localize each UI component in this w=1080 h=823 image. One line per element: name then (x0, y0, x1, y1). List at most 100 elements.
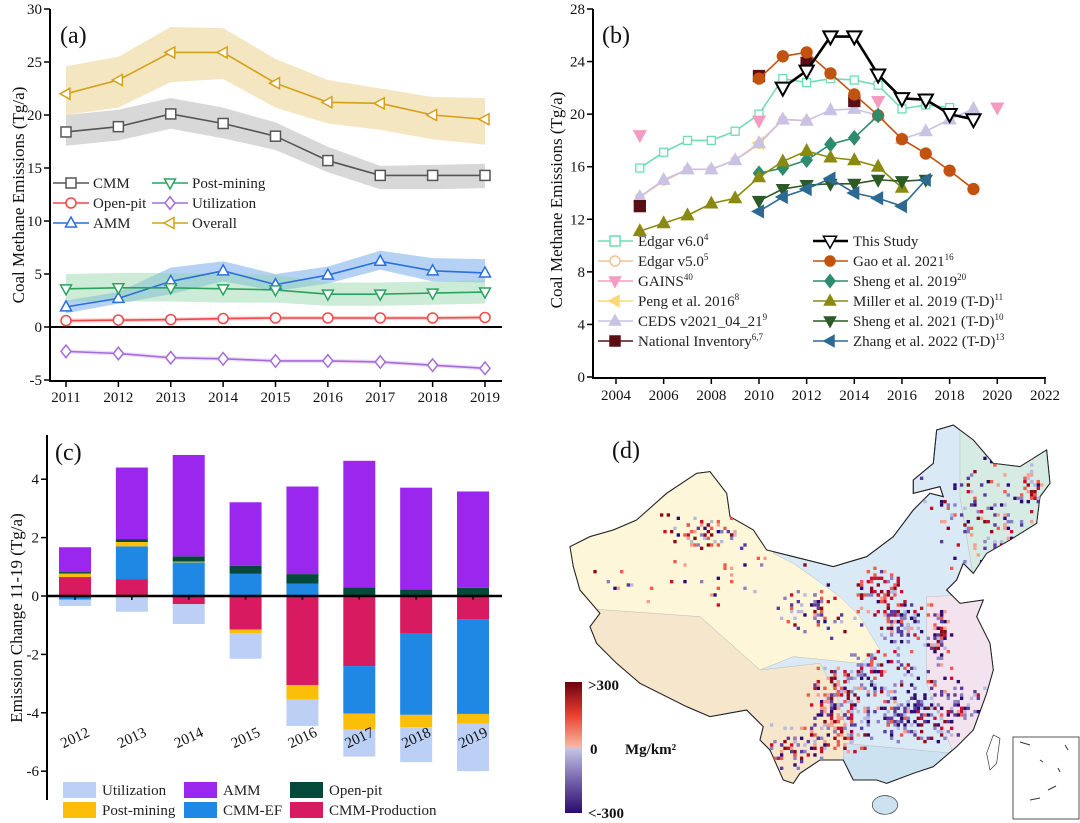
data-point (871, 107, 885, 124)
legend-label: Edgar v6.04 (638, 232, 709, 250)
grid-cell (879, 689, 884, 694)
data-point-open-pit (322, 312, 334, 324)
grid-cell (696, 526, 700, 530)
grid-cell (879, 569, 884, 574)
grid-cell (859, 586, 864, 590)
grid-cell (1003, 523, 1007, 527)
grid-cell (886, 699, 890, 704)
data-point (847, 100, 862, 114)
data-point (967, 182, 980, 196)
grid-cell (893, 683, 897, 687)
grid-cell (886, 589, 890, 594)
grid-cell (1003, 473, 1007, 477)
grid-cell (936, 643, 940, 647)
grid-cell (729, 566, 734, 570)
y-axis-label: Emission Change 11-19 (Tg/a) (7, 513, 26, 722)
grid-cell (906, 509, 910, 514)
grid-cell (886, 613, 890, 617)
grid-cell (833, 746, 837, 750)
grid-cell (869, 593, 874, 597)
grid-cell (889, 586, 894, 590)
grid-cell (836, 713, 840, 717)
grid-cell (889, 576, 894, 580)
data-point (775, 153, 790, 167)
grid-cell (893, 713, 897, 717)
grid-cell (906, 689, 910, 694)
grid-cell (803, 726, 807, 730)
data-point (849, 75, 859, 85)
data-point-open-pit (479, 311, 491, 324)
grid-cell (926, 613, 930, 617)
data-point-overall (372, 96, 385, 111)
data-point (870, 174, 886, 188)
y-tick-label: 0 (32, 589, 40, 605)
grid-cell (1023, 479, 1027, 484)
legend-label: AMM (223, 783, 261, 799)
grid-cell (973, 469, 977, 474)
grid-cell (1036, 479, 1040, 484)
grid-cell (936, 656, 940, 660)
grid-cell (953, 686, 957, 690)
grid-cell (666, 513, 670, 517)
uncertainty-band-cmm (66, 98, 485, 190)
grid-cell (863, 706, 867, 710)
y-tick-label: 5 (35, 267, 43, 283)
data-point-overall (267, 76, 281, 90)
data-point-post-mining (111, 283, 126, 296)
grid-cell (1043, 523, 1047, 527)
grid-cell (799, 749, 804, 754)
data-point-post-mining (373, 289, 388, 302)
grid-cell (853, 706, 857, 710)
data-point (656, 215, 671, 229)
grid-cell (926, 736, 930, 740)
grid-cell (716, 603, 720, 607)
legend-label: Utilization (192, 196, 257, 212)
bar-segment-cmm-production (172, 596, 205, 605)
grid-cell (889, 626, 894, 630)
data-point-overall (425, 108, 438, 122)
data-point (895, 132, 909, 146)
grid-cell (829, 693, 834, 697)
grid-cell (939, 713, 944, 717)
grid-cell (799, 756, 804, 760)
grid-cell (949, 566, 954, 570)
grid-cell (926, 669, 930, 674)
grid-cell (859, 686, 864, 690)
grid-cell (939, 499, 944, 504)
grid-cell (856, 686, 860, 690)
grid-cell (893, 613, 897, 617)
grid-cell (1033, 489, 1037, 494)
grid-cell (906, 663, 910, 667)
grid-cell (969, 503, 974, 507)
grid-cell (1023, 476, 1027, 480)
grid-cell (906, 633, 910, 637)
grid-cell (846, 696, 850, 700)
grid-cell (843, 689, 847, 694)
grid-cell (836, 719, 840, 724)
grid-cell (896, 613, 900, 617)
bar-segment-utilization (229, 633, 262, 659)
grid-cell (883, 569, 887, 574)
grid-cell (813, 743, 817, 747)
grid-cell (939, 609, 944, 614)
grid-cell (836, 739, 840, 744)
grid-cell (873, 676, 877, 680)
grid-cell (993, 513, 997, 517)
grid-cell (933, 726, 937, 730)
grid-cell (913, 609, 917, 614)
grid-cell (823, 739, 827, 744)
grid-cell (869, 579, 874, 584)
x-tick-label: 2004 (601, 388, 632, 404)
grid-cell (863, 746, 867, 750)
y-tick-label: 15 (27, 161, 42, 177)
grid-cell (863, 593, 867, 597)
grid-cell (896, 713, 900, 717)
x-tick-label: 2012 (792, 388, 822, 404)
grid-cell (946, 696, 950, 700)
grid-cell (1036, 496, 1040, 500)
grid-cell (1019, 499, 1024, 504)
grid-cell (816, 623, 820, 627)
data-point (752, 72, 766, 85)
grid-cell (906, 609, 910, 614)
